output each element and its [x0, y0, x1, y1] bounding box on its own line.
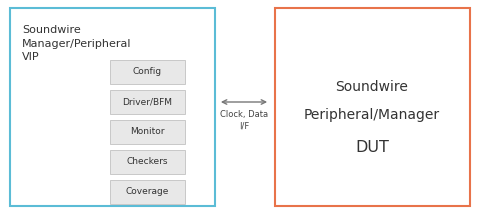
Text: Soundwire: Soundwire: [336, 80, 408, 94]
Bar: [110, 180, 185, 204]
Bar: [110, 120, 185, 144]
Text: Checkers: Checkers: [127, 158, 168, 166]
Bar: [110, 90, 185, 114]
Text: DUT: DUT: [355, 140, 389, 155]
Text: Config: Config: [133, 67, 162, 77]
Bar: [275, 8, 470, 206]
Text: Driver/BFM: Driver/BFM: [122, 97, 172, 107]
Text: Soundwire
Manager/Peripheral
VIP: Soundwire Manager/Peripheral VIP: [22, 25, 132, 62]
Text: Monitor: Monitor: [130, 128, 165, 136]
Text: Coverage: Coverage: [126, 187, 169, 197]
Bar: [110, 60, 185, 84]
Bar: [110, 150, 185, 174]
Text: Peripheral/Manager: Peripheral/Manager: [304, 108, 440, 122]
Text: Clock, Data
I/F: Clock, Data I/F: [220, 110, 268, 130]
Bar: [10, 8, 215, 206]
